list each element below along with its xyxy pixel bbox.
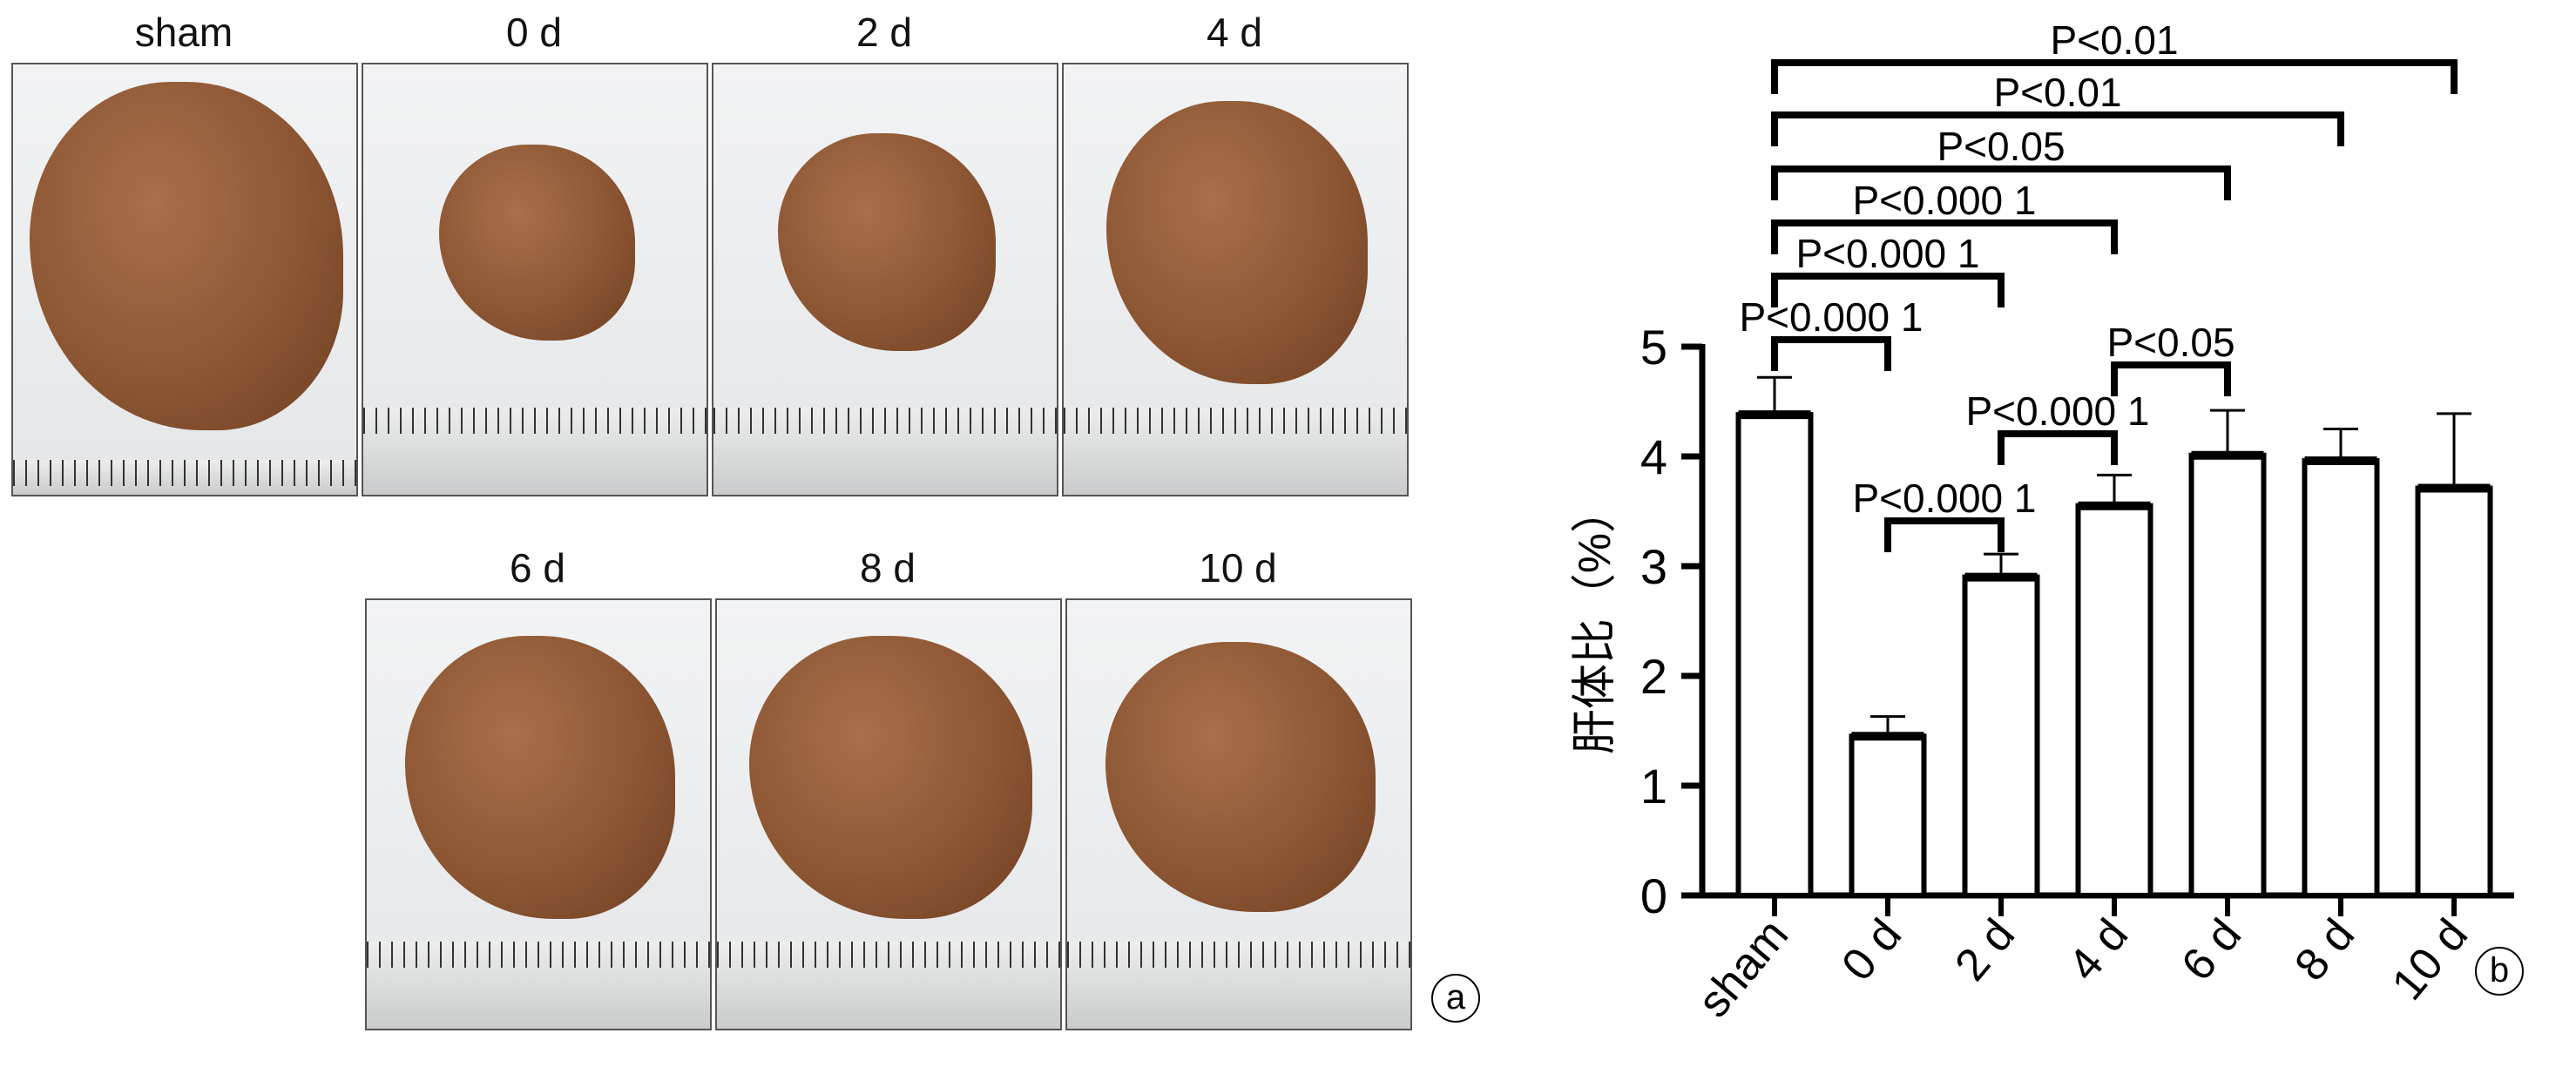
ruler: [13, 460, 356, 495]
significance-bracket: [1771, 273, 2005, 307]
liver-specimen: [438, 144, 635, 341]
x-tick-label: 2 d: [1945, 909, 2025, 990]
panel-a-label: a: [1431, 974, 1480, 1023]
significance-label: P<0.000 1: [1739, 294, 1923, 340]
y-tick-label: 3: [1640, 539, 1667, 594]
liver-specimen: [778, 133, 996, 351]
liver-specimen: [405, 635, 675, 919]
liver-photo: [712, 63, 1058, 496]
significance-bracket: [1771, 111, 2344, 146]
liver-photo: [362, 63, 708, 496]
significance-bracket: [1771, 165, 2231, 200]
x-tick-label: 0 d: [1832, 909, 1911, 990]
significance-label: P<0.01: [2050, 17, 2178, 63]
photo-title: 8 d: [860, 545, 916, 591]
liver-photo: [365, 598, 712, 1030]
x-tick-label: 8 d: [2285, 909, 2364, 990]
significance-label: P<0.05: [2106, 320, 2235, 365]
y-tick-label: 4: [1640, 429, 1667, 484]
ruler: [1067, 942, 1410, 1029]
significance-label: P<0.05: [1937, 124, 2065, 169]
bar: [2188, 452, 2267, 898]
bar: [2302, 458, 2380, 898]
x-tick-label: 6 d: [2172, 909, 2251, 990]
y-tick-label: 1: [1640, 759, 1667, 814]
liver-photo: [11, 63, 358, 496]
significance-label: P<0.01: [1993, 70, 2121, 115]
x-tick-label: 10 d: [2383, 909, 2478, 1010]
bar: [1735, 412, 1814, 898]
photo-title: 4 d: [1207, 10, 1262, 55]
y-tick-label: 2: [1640, 649, 1667, 704]
liver-specimen: [1106, 100, 1368, 384]
y-tick-label: 0: [1640, 868, 1667, 923]
significance-label: P<0.000 1: [1852, 476, 2036, 521]
liver-photo: [1065, 598, 1412, 1030]
photo-title: 2 d: [856, 10, 912, 55]
y-tick-label: 5: [1640, 320, 1667, 375]
ruler: [1064, 408, 1407, 495]
liver-specimen: [1105, 642, 1376, 912]
ruler: [713, 408, 1057, 495]
bar: [1849, 733, 1927, 898]
x-tick-label: sham: [1688, 909, 1798, 1027]
liver-specimen: [30, 82, 343, 430]
bar: [1962, 574, 2040, 898]
y-axis-label: 肝体比（%）: [1570, 488, 1620, 754]
liver-photo: [1062, 63, 1409, 496]
significance-label: P<0.000 1: [1965, 388, 2149, 434]
significance-label: P<0.000 1: [1795, 231, 1979, 276]
photo-title: 6 d: [510, 545, 565, 591]
ruler: [717, 942, 1060, 1029]
ruler: [363, 408, 707, 495]
liver-photo: [715, 598, 1062, 1030]
photo-title: sham: [134, 10, 233, 55]
bar: [2415, 485, 2493, 898]
liver-specimen: [748, 635, 1032, 919]
photo-title: 0 d: [506, 10, 562, 55]
bar: [2075, 503, 2153, 898]
significance-bracket: [1771, 219, 2118, 254]
panel-b-label: b: [2475, 947, 2524, 996]
significance-bracket: [1771, 336, 1891, 371]
significance-bracket: [1884, 517, 2005, 552]
significance-label: P<0.000 1: [1852, 178, 2036, 223]
ruler: [367, 942, 710, 1029]
significance-bracket: [1771, 59, 2458, 94]
significance-bracket: [2111, 361, 2231, 396]
significance-bracket: [1998, 430, 2118, 465]
photo-title: 10 d: [1199, 545, 1277, 591]
x-tick-label: 4 d: [2059, 909, 2138, 990]
